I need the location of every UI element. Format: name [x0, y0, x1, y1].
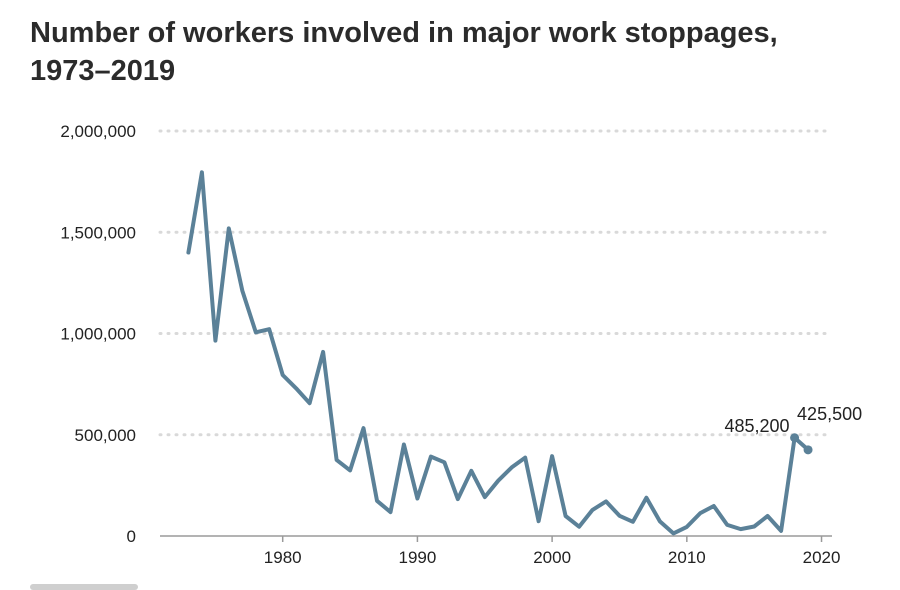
series-group: [186, 170, 813, 536]
scroll-indicator: [30, 584, 138, 590]
gridlines: [158, 129, 834, 437]
y-tick-label: 2,000,000: [60, 122, 136, 141]
y-tick-label: 500,000: [75, 426, 136, 445]
x-tick-label: 1980: [264, 548, 302, 567]
y-tick-label: 1,000,000: [60, 325, 136, 344]
data-point-marker: [803, 445, 813, 455]
data-label: 425,500: [797, 404, 862, 424]
x-tick-label: 2000: [533, 548, 571, 567]
y-axis: 0 500,000 1,000,000 1,500,000 2,000,000: [60, 122, 136, 546]
series-line: [186, 170, 811, 536]
x-axis: 1980 1990 2000 2010 2020: [160, 535, 841, 567]
x-tick-label: 2020: [803, 548, 841, 567]
x-tick-label: 2010: [668, 548, 706, 567]
chart-title: Number of workers involved in major work…: [30, 17, 778, 87]
data-label: 485,200: [725, 416, 790, 436]
annotations: 485,200 425,500: [725, 404, 863, 436]
x-tick-label: 1990: [398, 548, 436, 567]
y-tick-label: 1,500,000: [60, 223, 136, 242]
data-point-marker: [790, 433, 800, 443]
y-tick-label: 0: [127, 527, 136, 546]
